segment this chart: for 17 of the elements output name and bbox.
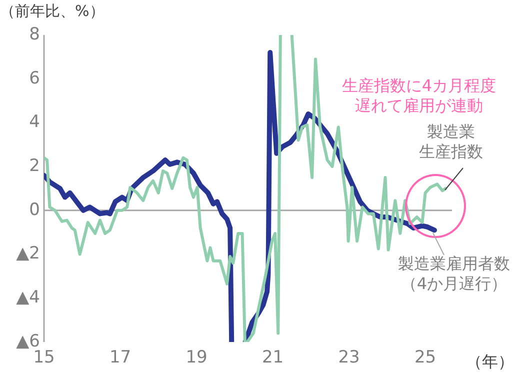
y-axis-title: （前年比、%） [0,2,104,21]
x-tick-label: 19 [186,348,208,368]
x-tick-label: 25 [414,348,436,368]
y-tick-label: 2 [29,156,40,176]
y-tick-label: 0 [29,200,40,220]
x-tick-label: 17 [109,348,132,368]
y-tick-label: 4 [29,112,40,132]
y-tick-label: 8 [29,24,40,44]
x-axis-title: （年） [466,352,514,372]
series-label: 製造業雇用者数（4か月遅行） [397,254,511,294]
x-tick-label: 21 [262,348,284,368]
y-tick-label: 6 [29,68,40,88]
y-tick-label: ▲2 [16,244,40,264]
annotation: 生産指数に4カ月程度遅れて雇用が連動 [340,76,498,116]
series-label: 製造業生産指数 [418,122,484,162]
x-tick-label: 23 [338,348,360,368]
y-tick-label: ▲4 [16,288,40,308]
